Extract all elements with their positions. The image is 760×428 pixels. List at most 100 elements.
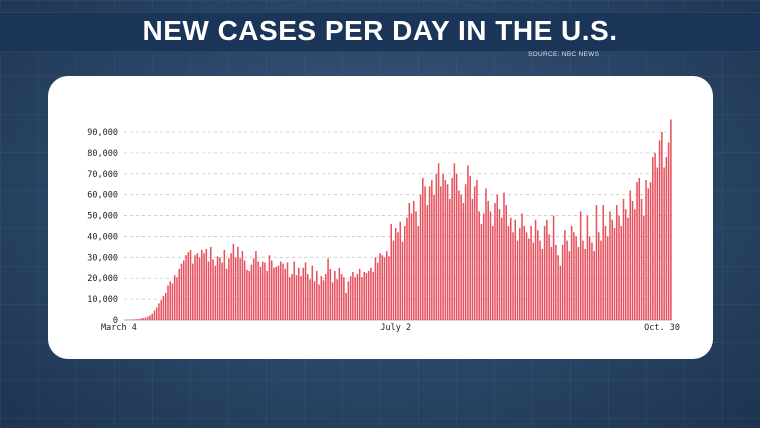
bar xyxy=(525,232,528,320)
bar xyxy=(604,226,607,320)
bar xyxy=(356,274,359,320)
bar xyxy=(494,203,496,320)
y-tick-label: 70,000 xyxy=(87,170,118,180)
bar xyxy=(652,157,654,320)
bar xyxy=(300,276,302,320)
y-tick-label: 50,000 xyxy=(87,212,118,222)
bar xyxy=(557,255,559,320)
bar xyxy=(485,188,487,320)
bar xyxy=(670,119,672,320)
y-tick-label: 30,000 xyxy=(87,253,118,263)
bar xyxy=(189,250,192,320)
bar xyxy=(415,211,417,320)
bar xyxy=(182,260,185,320)
y-tick-label: 40,000 xyxy=(87,232,118,242)
bar xyxy=(591,242,593,320)
bar xyxy=(401,241,404,320)
bar xyxy=(307,274,309,320)
x-tick-label: July 2 xyxy=(380,323,411,333)
bar xyxy=(322,280,325,320)
bar xyxy=(584,248,586,320)
bar xyxy=(489,211,492,320)
bar xyxy=(667,142,670,320)
bar xyxy=(528,238,530,320)
bar xyxy=(316,270,318,320)
bar xyxy=(503,192,505,320)
bar xyxy=(325,274,327,320)
bar xyxy=(473,186,476,320)
bar xyxy=(618,215,620,320)
bar xyxy=(444,180,447,320)
bar xyxy=(437,163,440,320)
bar xyxy=(413,200,415,320)
bar xyxy=(196,253,199,320)
bar xyxy=(223,250,226,320)
bar xyxy=(530,226,532,320)
bar xyxy=(625,209,627,320)
bar xyxy=(514,219,517,320)
bar xyxy=(142,317,144,320)
bar xyxy=(390,223,392,320)
bar xyxy=(171,283,174,320)
bar xyxy=(654,152,656,320)
y-tick-label: 80,000 xyxy=(87,149,118,159)
bar xyxy=(173,275,176,320)
bar xyxy=(417,226,420,320)
source-credit: SOURCE: NBC NEWS xyxy=(528,51,600,58)
bar xyxy=(451,177,453,320)
bar xyxy=(352,271,354,320)
y-tick-label: 60,000 xyxy=(87,191,118,201)
bar xyxy=(275,266,277,320)
bar xyxy=(232,243,235,320)
bar xyxy=(512,232,514,320)
bar xyxy=(167,285,169,320)
bar xyxy=(661,132,663,320)
bar xyxy=(593,251,595,320)
bar xyxy=(192,263,194,320)
bar xyxy=(476,180,478,320)
bar xyxy=(582,240,584,320)
bar xyxy=(496,194,498,320)
bar xyxy=(428,186,431,320)
bar xyxy=(595,205,598,320)
title-banner: NEW CASES PER DAY IN THE U.S. xyxy=(0,12,760,52)
bar xyxy=(146,316,149,320)
y-tick-label: 20,000 xyxy=(87,274,118,284)
bars xyxy=(124,119,672,321)
bar xyxy=(399,221,402,320)
bar xyxy=(442,173,444,320)
bar-chart: 0 10,000 20,000 30,000 40,000 50,000 60,000 70,… xyxy=(87,119,680,333)
bar xyxy=(338,267,341,320)
bar xyxy=(345,292,347,320)
bar xyxy=(388,256,390,320)
bar xyxy=(600,240,602,320)
bar xyxy=(140,318,142,320)
bar xyxy=(622,198,625,320)
bar xyxy=(295,275,298,320)
bar xyxy=(469,175,471,320)
bar xyxy=(606,236,609,320)
bar xyxy=(365,273,368,320)
bar xyxy=(478,211,480,320)
bar xyxy=(230,253,232,320)
bar xyxy=(620,226,623,320)
bar xyxy=(273,267,275,320)
page-title: NEW CASES PER DAY IN THE U.S. xyxy=(142,15,618,46)
bar xyxy=(185,255,187,320)
bar xyxy=(309,279,311,320)
bar xyxy=(234,257,237,320)
bar xyxy=(458,190,460,320)
bar xyxy=(455,173,458,320)
bar xyxy=(564,230,566,320)
bar xyxy=(243,260,246,320)
bar xyxy=(629,190,632,320)
bar xyxy=(433,194,435,320)
bar xyxy=(277,265,280,320)
bar xyxy=(647,188,650,320)
bar xyxy=(658,140,661,320)
bar xyxy=(462,203,465,320)
bar xyxy=(153,310,156,320)
bar xyxy=(343,277,345,320)
bar xyxy=(221,262,223,320)
bar xyxy=(270,260,273,320)
